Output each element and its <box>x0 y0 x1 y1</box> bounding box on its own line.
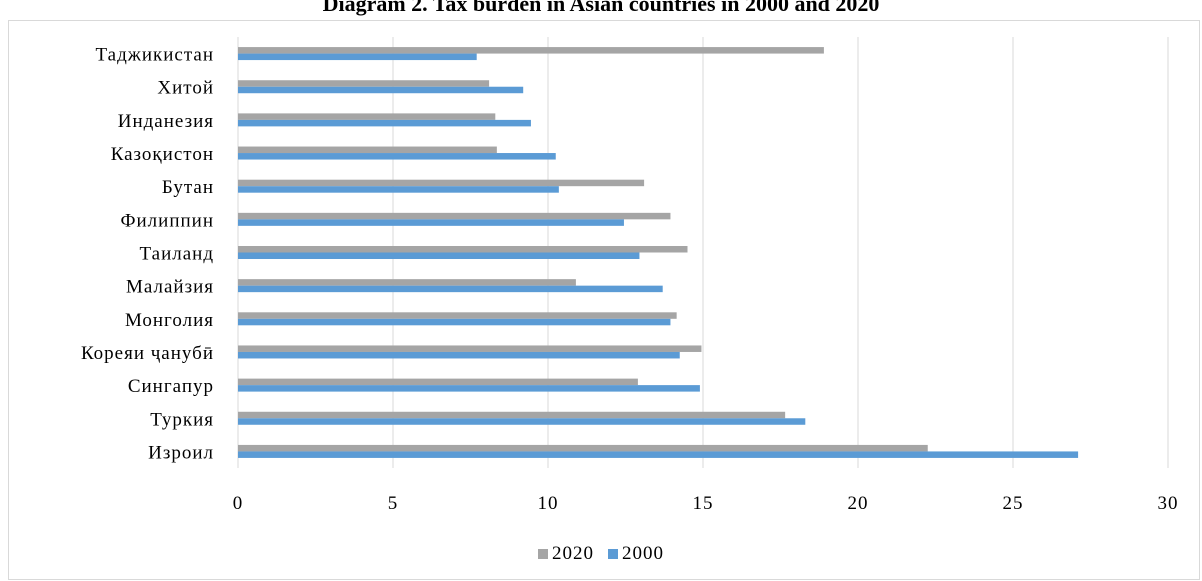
category-label: Инданезия <box>118 111 214 132</box>
bar-2000 <box>238 53 477 61</box>
x-tick-label: 20 <box>848 493 869 514</box>
legend-label: 2020 <box>552 543 594 564</box>
legend-label: 2000 <box>622 543 664 564</box>
legend: 2020 2000 <box>0 543 1202 565</box>
bar-2020 <box>238 113 496 120</box>
chart-title: Diagram 2. Tax burden in Asian countries… <box>322 0 880 16</box>
bar-2000 <box>238 86 524 94</box>
x-tick-label: 15 <box>693 493 714 514</box>
category-label: Филиппин <box>121 210 215 231</box>
category-label: Изроил <box>148 442 214 463</box>
category-label: Таджикистан <box>96 45 215 66</box>
bar-2020 <box>238 146 497 154</box>
x-tick-label: 0 <box>233 493 244 514</box>
x-tick-label: 10 <box>538 493 559 514</box>
bar-2020 <box>238 312 677 319</box>
x-tick-label: 5 <box>388 493 399 514</box>
bar-2020 <box>238 179 645 187</box>
bar-2020 <box>238 80 490 87</box>
bar-2000 <box>238 385 700 392</box>
bar-2000 <box>238 351 680 359</box>
bar-2000 <box>238 153 556 160</box>
bar-2000 <box>238 418 806 425</box>
bar-2000 <box>238 252 640 259</box>
bar-2000 <box>238 186 559 193</box>
bar-2000 <box>238 119 531 127</box>
legend-swatch <box>538 549 548 559</box>
legend-swatch <box>608 549 618 559</box>
legend-item: 2020 <box>538 543 594 565</box>
bar-2020 <box>238 411 786 419</box>
bar-2020 <box>238 212 671 220</box>
category-label: Монголия <box>125 310 214 331</box>
bar-2020 <box>238 279 576 286</box>
legend-item: 2000 <box>608 543 664 565</box>
bar-2020 <box>238 345 702 352</box>
x-tick-label: 25 <box>1003 493 1024 514</box>
bar-2000 <box>238 318 671 326</box>
category-label: Туркия <box>150 409 214 430</box>
bar-2020 <box>238 444 928 452</box>
category-label: Таиланд <box>140 244 214 265</box>
category-label: Кореяи ҷанубӣ <box>81 343 214 364</box>
chart-frame <box>8 20 1200 580</box>
bar-2020 <box>238 47 824 54</box>
category-label: Казоқистон <box>111 144 214 165</box>
category-label: Сингапур <box>128 376 214 397</box>
bar-2000 <box>238 219 624 226</box>
bar-2020 <box>238 246 688 253</box>
bar-2000 <box>238 451 1079 458</box>
x-tick-label: 30 <box>1158 493 1179 514</box>
category-label: Хитой <box>157 78 214 99</box>
bar-2000 <box>238 285 663 293</box>
category-label: Бутан <box>162 177 214 198</box>
category-label: Малайзия <box>126 277 214 298</box>
bar-2020 <box>238 378 638 386</box>
